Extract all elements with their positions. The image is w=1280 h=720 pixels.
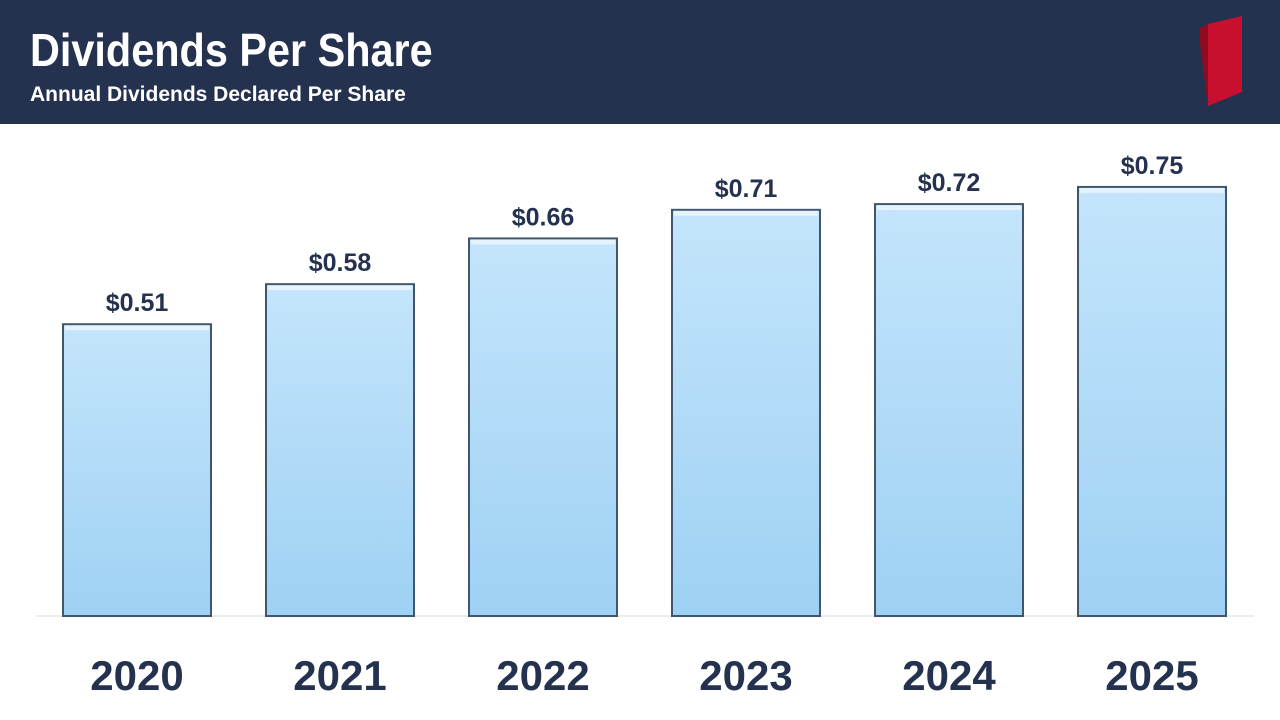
bars-group (62, 185, 1227, 618)
bar-2021 (265, 283, 415, 618)
value-label-2020: $0.51 (106, 289, 169, 317)
bar-2022 (468, 237, 618, 617)
category-label-2023: 2023 (699, 652, 792, 699)
category-label-2024: 2024 (902, 652, 996, 699)
bar-top-highlight-2024 (877, 205, 1021, 211)
bar-top-highlight-2021 (268, 285, 412, 291)
value-label-2024: $0.72 (918, 169, 981, 197)
value-label-2021: $0.58 (309, 249, 372, 277)
category-label-2020: 2020 (90, 652, 183, 699)
bar-top-highlight-2025 (1080, 187, 1224, 193)
value-label-2023: $0.71 (715, 175, 778, 203)
bar-top-highlight-2022 (471, 239, 615, 245)
logo-front-face (1208, 16, 1242, 106)
bar-2023 (671, 208, 821, 617)
header-band: Dividends Per Share Annual Dividends Dec… (0, 0, 1280, 124)
bar-2025 (1077, 185, 1227, 617)
page-title: Dividends Per Share (30, 24, 433, 76)
dividends-bar-chart: $0.51$0.58$0.66$0.71 $0.72$0.75 2020 2021 2… (36, 152, 1254, 699)
logo-side-face (1200, 24, 1208, 106)
category-label-2025: 2025 (1105, 652, 1198, 699)
category-labels-group: 2020 2021 2022 2023 2024 2025 (90, 652, 1198, 699)
brand-logo-icon (1200, 16, 1242, 106)
category-label-2022: 2022 (496, 652, 589, 699)
bar-2020 (62, 323, 212, 618)
bar-2024 (874, 203, 1024, 618)
page-subtitle: Annual Dividends Declared Per Share (30, 83, 406, 106)
value-label-2025: $0.75 (1121, 152, 1184, 180)
bar-top-highlight-2020 (65, 325, 209, 331)
value-labels-group: $0.51 $0.58 $0.66 $0.71 $0.72 $0.75 (106, 152, 1184, 317)
value-label-2022: $0.66 (512, 203, 575, 231)
bar-top-highlight-2023 (674, 210, 818, 216)
category-label-2021: 2021 (293, 652, 386, 699)
